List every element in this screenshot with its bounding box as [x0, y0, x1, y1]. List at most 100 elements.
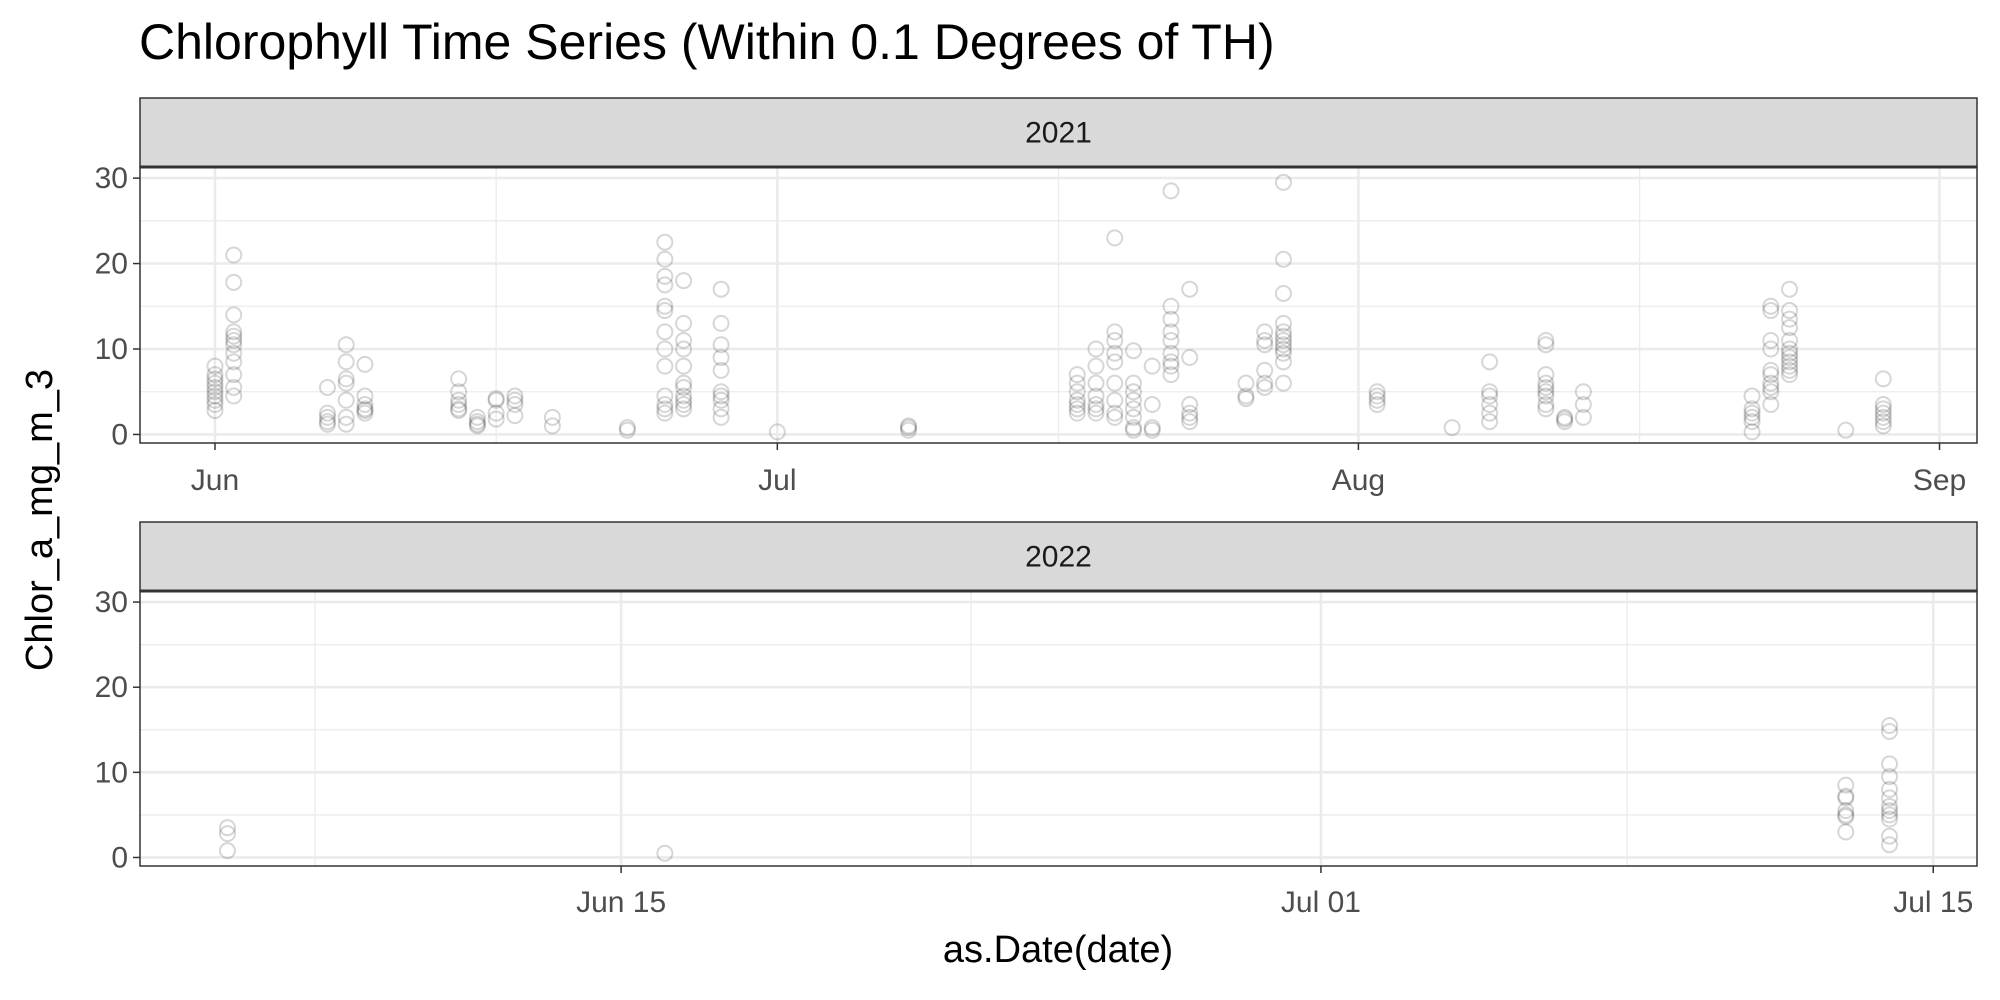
- point: [450, 400, 468, 418]
- point: [1574, 408, 1592, 426]
- point: [656, 340, 674, 358]
- point: [1874, 417, 1892, 435]
- point: [1181, 280, 1199, 298]
- point: [1781, 302, 1799, 320]
- point: [225, 344, 243, 362]
- point: [1762, 366, 1780, 384]
- point: [1743, 423, 1761, 441]
- point: [1874, 370, 1892, 388]
- y-tick-label: 20: [95, 671, 128, 704]
- y-tick-label: 30: [95, 162, 128, 195]
- point: [506, 387, 524, 405]
- point: [206, 387, 224, 405]
- point: [337, 353, 355, 371]
- point: [356, 400, 374, 418]
- point: [450, 402, 468, 420]
- point: [656, 323, 674, 341]
- point: [712, 400, 730, 418]
- point: [1162, 344, 1180, 362]
- point: [318, 413, 336, 431]
- point: [656, 267, 674, 285]
- point: [1274, 314, 1292, 332]
- point: [1881, 755, 1899, 773]
- point: [656, 844, 674, 862]
- point: [1537, 378, 1555, 396]
- x-tick-label: Sep: [1913, 464, 1966, 497]
- point: [337, 415, 355, 433]
- point: [356, 355, 374, 373]
- point: [487, 390, 505, 408]
- point: [1837, 787, 1855, 805]
- point: [675, 331, 693, 349]
- point: [1106, 408, 1124, 426]
- point: [1368, 383, 1386, 401]
- point: [1274, 331, 1292, 349]
- point: [712, 387, 730, 405]
- point: [1781, 361, 1799, 379]
- point: [225, 366, 243, 384]
- point: [675, 340, 693, 358]
- point: [1837, 802, 1855, 820]
- point: [1068, 404, 1086, 422]
- point: [1881, 722, 1899, 740]
- point: [1162, 366, 1180, 384]
- point: [1781, 319, 1799, 337]
- point: [1274, 353, 1292, 371]
- point: [1537, 331, 1555, 349]
- point: [337, 374, 355, 392]
- point: [900, 419, 918, 437]
- point: [1781, 366, 1799, 384]
- point: [1881, 827, 1899, 845]
- point: [225, 323, 243, 341]
- point: [225, 306, 243, 324]
- point: [1743, 387, 1761, 405]
- point: [206, 370, 224, 388]
- point: [1556, 408, 1574, 426]
- point: [1762, 297, 1780, 315]
- point: [1181, 404, 1199, 422]
- point: [1106, 391, 1124, 409]
- point: [1274, 336, 1292, 354]
- point: [1537, 387, 1555, 405]
- point: [1162, 357, 1180, 375]
- point: [1181, 396, 1199, 414]
- point: [1781, 344, 1799, 362]
- point: [1537, 383, 1555, 401]
- x-tick-label: Jun 15: [576, 886, 666, 919]
- point: [1274, 250, 1292, 268]
- point: [1781, 357, 1799, 375]
- point: [1874, 408, 1892, 426]
- point: [468, 408, 486, 426]
- point: [1106, 323, 1124, 341]
- point: [1837, 806, 1855, 824]
- point: [1881, 768, 1899, 786]
- point: [1162, 310, 1180, 328]
- y-tick-label: 0: [111, 418, 128, 451]
- point: [1143, 357, 1161, 375]
- point: [1762, 396, 1780, 414]
- point: [1106, 331, 1124, 349]
- point: [1743, 408, 1761, 426]
- point: [318, 415, 336, 433]
- x-tick-label: Jun: [191, 464, 239, 497]
- x-tick-label: Jul 01: [1281, 886, 1361, 919]
- facet-panel: 2021 0 10 20 30 Jun Jul Aug Sep: [95, 97, 1978, 497]
- point: [1087, 357, 1105, 375]
- facet-strip: [139, 97, 1978, 168]
- point: [1881, 789, 1899, 807]
- point: [656, 404, 674, 422]
- point: [1181, 408, 1199, 426]
- point: [1881, 717, 1899, 735]
- facet-strip: [139, 521, 1978, 592]
- point: [225, 327, 243, 345]
- point: [1162, 331, 1180, 349]
- point: [1837, 776, 1855, 794]
- point: [1781, 353, 1799, 371]
- point: [1087, 340, 1105, 358]
- point: [450, 383, 468, 401]
- point: [1106, 344, 1124, 362]
- point: [1106, 374, 1124, 392]
- point: [225, 246, 243, 264]
- point: [1481, 353, 1499, 371]
- point: [1762, 361, 1780, 379]
